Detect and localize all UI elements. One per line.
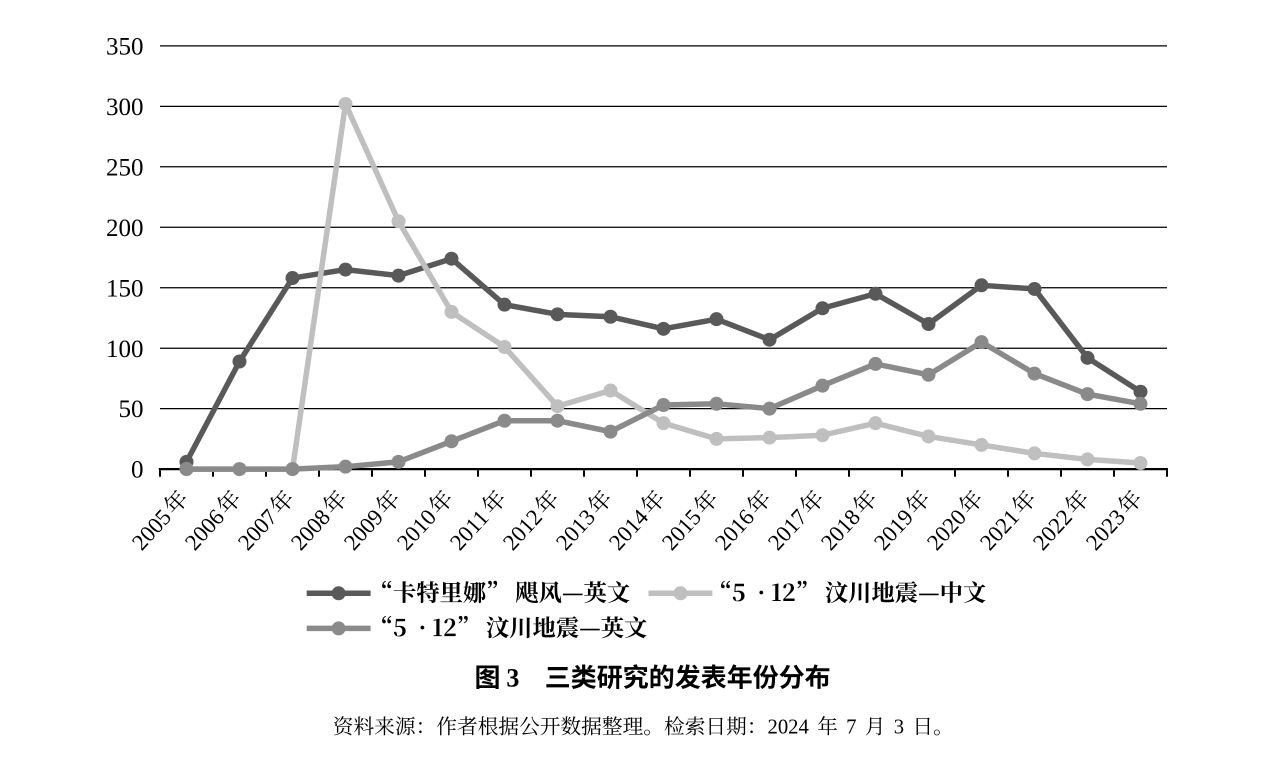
svg-text:3: 3: [894, 717, 904, 739]
svg-text:7: 7: [846, 717, 856, 739]
svg-text:50: 50: [119, 396, 144, 423]
svg-text:150: 150: [106, 275, 144, 302]
svg-text:2024: 2024: [767, 717, 809, 739]
svg-text:350: 350: [106, 34, 144, 61]
svg-text:3: 3: [506, 664, 519, 693]
svg-text:300: 300: [106, 94, 144, 121]
svg-text:200: 200: [106, 215, 144, 242]
svg-text:250: 250: [106, 154, 144, 181]
svg-text:100: 100: [106, 336, 144, 363]
svg-text:0: 0: [131, 457, 144, 484]
